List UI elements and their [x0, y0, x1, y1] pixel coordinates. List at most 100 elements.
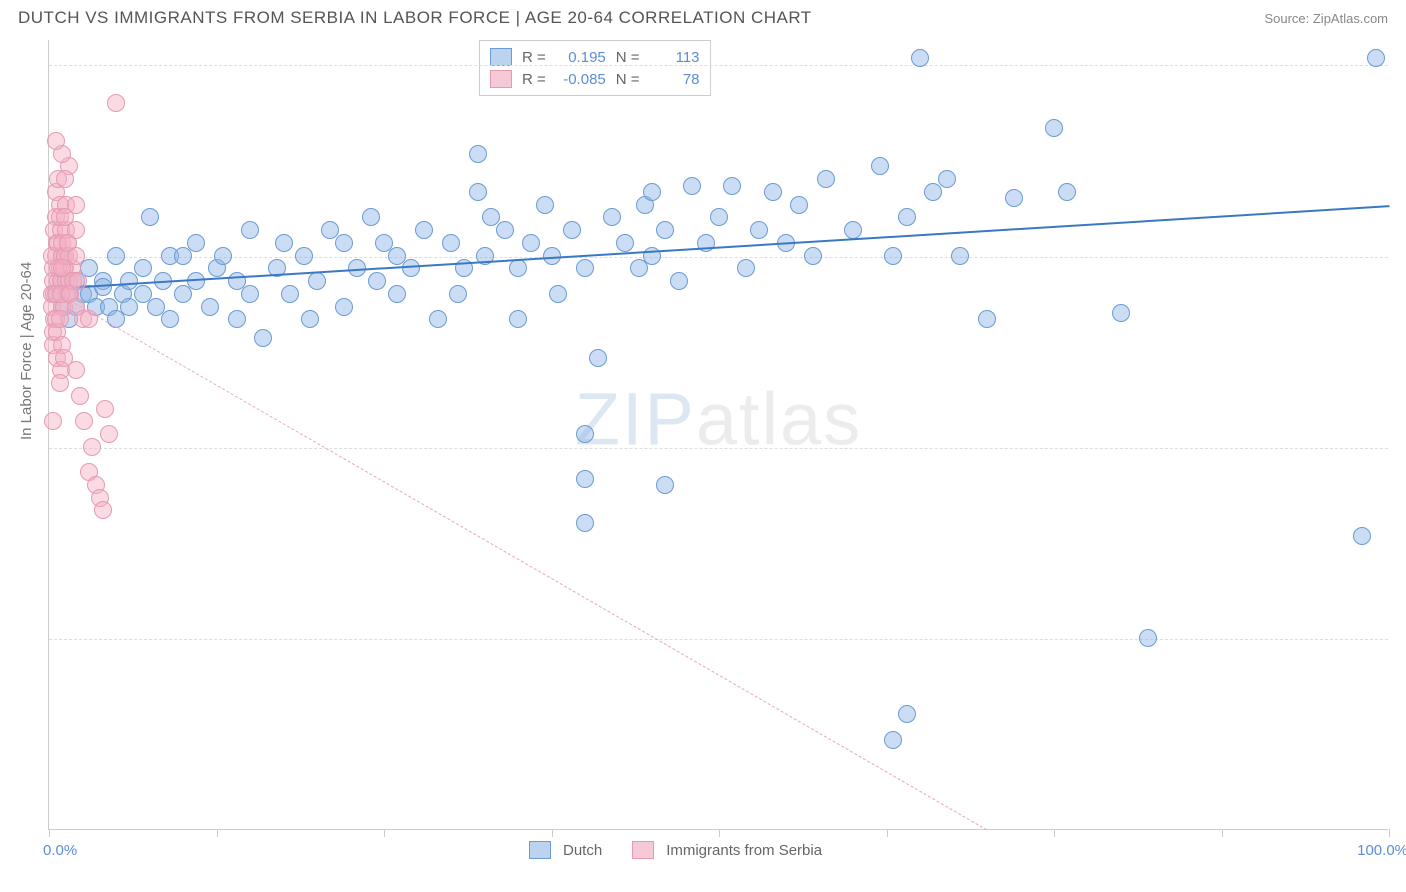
scatter-point: [603, 208, 621, 226]
x-tick: [384, 829, 385, 837]
x-tick: [1389, 829, 1390, 837]
x-tick: [719, 829, 720, 837]
scatter-point: [670, 272, 688, 290]
scatter-point: [844, 221, 862, 239]
scatter-point: [911, 49, 929, 67]
x-tick-min: 0.0%: [43, 842, 77, 859]
legend-row-serbia: R = -0.085 N = 78: [490, 68, 700, 90]
scatter-point: [522, 234, 540, 252]
legend-r-value-dutch: 0.195: [556, 49, 606, 66]
scatter-point: [67, 247, 85, 265]
scatter-point: [978, 310, 996, 328]
scatter-point: [295, 247, 313, 265]
scatter-point: [362, 208, 380, 226]
y-axis-label: In Labor Force | Age 20-64: [18, 262, 35, 440]
y-tick-label: 85.0%: [1400, 248, 1406, 265]
legend-bottom-swatch-serbia: [632, 841, 654, 859]
series-legend: Dutch Immigrants from Serbia: [529, 841, 822, 859]
scatter-point: [301, 310, 319, 328]
legend-n-label: N =: [616, 71, 640, 88]
gridline: [49, 257, 1388, 258]
scatter-point: [56, 170, 74, 188]
scatter-point: [576, 470, 594, 488]
scatter-point: [187, 234, 205, 252]
x-tick: [217, 829, 218, 837]
scatter-point: [938, 170, 956, 188]
scatter-point: [67, 361, 85, 379]
scatter-point: [96, 400, 114, 418]
scatter-point: [47, 132, 65, 150]
scatter-point: [817, 170, 835, 188]
gridline: [49, 448, 1388, 449]
scatter-point: [67, 196, 85, 214]
y-tick-label: 55.0%: [1400, 630, 1406, 647]
scatter-point: [94, 501, 112, 519]
scatter-point: [576, 425, 594, 443]
scatter-point: [134, 259, 152, 277]
scatter-point: [83, 438, 101, 456]
scatter-point: [1112, 304, 1130, 322]
scatter-point: [80, 310, 98, 328]
scatter-point: [884, 731, 902, 749]
scatter-point: [509, 310, 527, 328]
scatter-point: [723, 177, 741, 195]
scatter-point: [69, 272, 87, 290]
scatter-point: [804, 247, 822, 265]
scatter-point: [549, 285, 567, 303]
scatter-point: [228, 310, 246, 328]
scatter-point: [871, 157, 889, 175]
x-tick: [552, 829, 553, 837]
scatter-point: [429, 310, 447, 328]
scatter-point: [275, 234, 293, 252]
scatter-point: [308, 272, 326, 290]
scatter-point: [469, 145, 487, 163]
scatter-point: [214, 247, 232, 265]
scatter-point: [469, 183, 487, 201]
scatter-point: [576, 514, 594, 532]
scatter-point: [415, 221, 433, 239]
scatter-point: [335, 298, 353, 316]
scatter-point: [1139, 629, 1157, 647]
x-tick: [887, 829, 888, 837]
scatter-point: [201, 298, 219, 316]
scatter-point: [563, 221, 581, 239]
scatter-point: [710, 208, 728, 226]
scatter-point: [576, 259, 594, 277]
legend-swatch-dutch: [490, 48, 512, 66]
x-tick: [49, 829, 50, 837]
scatter-point: [100, 425, 118, 443]
legend-n-label: N =: [616, 49, 640, 66]
scatter-chart: ZIPatlas R = 0.195 N = 113 R = -0.085 N …: [48, 40, 1388, 830]
scatter-point: [44, 412, 62, 430]
scatter-point: [402, 259, 420, 277]
scatter-point: [509, 259, 527, 277]
scatter-point: [750, 221, 768, 239]
x-tick: [1054, 829, 1055, 837]
scatter-point: [241, 221, 259, 239]
scatter-point: [1367, 49, 1385, 67]
x-tick-max: 100.0%: [1357, 842, 1406, 859]
legend-swatch-serbia: [490, 70, 512, 88]
chart-title: DUTCH VS IMMIGRANTS FROM SERBIA IN LABOR…: [18, 8, 812, 28]
scatter-point: [898, 208, 916, 226]
scatter-point: [764, 183, 782, 201]
scatter-point: [107, 247, 125, 265]
scatter-point: [442, 234, 460, 252]
scatter-point: [656, 221, 674, 239]
y-tick-label: 100.0%: [1400, 56, 1406, 73]
y-tick-label: 70.0%: [1400, 439, 1406, 456]
scatter-point: [1058, 183, 1076, 201]
scatter-point: [616, 234, 634, 252]
correlation-legend: R = 0.195 N = 113 R = -0.085 N = 78: [479, 40, 711, 96]
scatter-point: [51, 310, 69, 328]
scatter-point: [884, 247, 902, 265]
scatter-point: [790, 196, 808, 214]
scatter-point: [643, 183, 661, 201]
legend-bottom-label-dutch: Dutch: [563, 842, 602, 859]
legend-n-value-serbia: 78: [650, 71, 700, 88]
scatter-point: [898, 705, 916, 723]
legend-n-value-dutch: 113: [650, 49, 700, 66]
x-tick: [1222, 829, 1223, 837]
legend-r-label: R =: [522, 49, 546, 66]
scatter-point: [254, 329, 272, 347]
